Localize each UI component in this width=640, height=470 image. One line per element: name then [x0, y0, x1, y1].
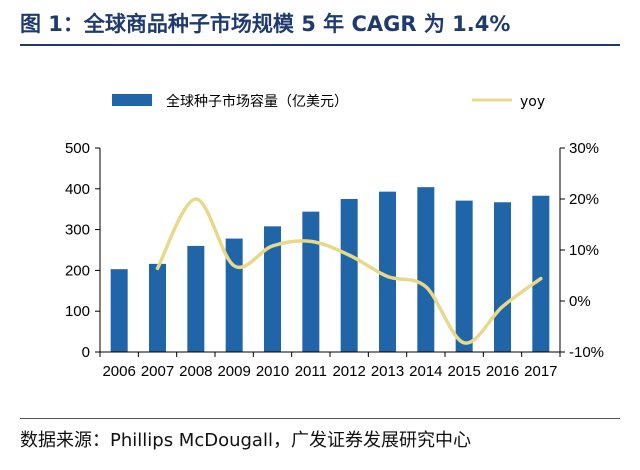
bar-2008: [187, 245, 205, 352]
yoy-point-2013: [386, 275, 389, 279]
bar-2007: [149, 263, 166, 352]
left-tick-label-100: 100: [65, 303, 90, 320]
yoy-line: [155, 197, 543, 345]
yoy-point-2007: [156, 266, 159, 270]
x-tick-label-2017: 2017: [524, 363, 557, 380]
bar-2015: [455, 200, 473, 352]
yoy-point-2015: [462, 341, 466, 345]
x-tick-label-2015: 2015: [447, 363, 480, 380]
bar-2014: [417, 187, 435, 352]
right-tick-label-30%: 30%: [569, 140, 599, 157]
yoy-point-2008: [194, 197, 198, 201]
left-tick-label-400: 400: [65, 181, 90, 198]
right-axis-ticks: -10% 0% 10% 20% 30%: [560, 140, 604, 361]
x-tick-label-2013: 2013: [371, 363, 404, 380]
left-tick-label-300: 300: [65, 222, 90, 239]
x-tick-label-2006: 2006: [102, 363, 135, 380]
x-tick-label-2011: 2011: [295, 363, 327, 380]
source-note: 数据来源：Phillips McDougall，广发证券发展研究中心: [20, 430, 471, 451]
left-tick-label-500: 500: [65, 140, 90, 157]
yoy-point-2014: [424, 285, 428, 289]
right-tick-label-20%: 20%: [569, 191, 599, 208]
yoy-point-2012: [347, 253, 351, 257]
combo-chart: 全球种子市场容量（亿美元） yoy 0 100 200 300 400 500 -10% 0…: [65, 93, 604, 380]
yoy-line-series: [155, 197, 543, 345]
legend-bar-label: 全球种子市场容量（亿美元）: [166, 93, 348, 110]
legend-bar-swatch: [112, 94, 152, 106]
bar-2006: [110, 269, 128, 352]
yoy-point-2010: [271, 244, 274, 248]
yoy-point-2017: [539, 277, 543, 281]
right-tick-label--10%: -10%: [569, 344, 604, 361]
x-tick-label-2010: 2010: [256, 363, 289, 380]
x-tick-label-2009: 2009: [217, 363, 250, 380]
legend: 全球种子市场容量（亿美元） yoy: [112, 93, 545, 110]
title-rule: [20, 44, 620, 46]
yoy-point-2016: [501, 305, 504, 309]
yoy-point-2009: [232, 264, 236, 268]
left-axis-ticks: 0 100 200 300 400 500: [65, 140, 100, 361]
left-tick-label-200: 200: [65, 262, 90, 279]
right-tick-label-10%: 10%: [569, 242, 599, 259]
x-tick-label-2007: 2007: [141, 363, 174, 380]
right-tick-label-0%: 0%: [569, 293, 591, 310]
legend-line-label: yoy: [520, 94, 545, 110]
bar-2013: [379, 191, 396, 352]
bar-2010: [264, 226, 281, 352]
figure-title: 图 1：全球商品种子市场规模 5 年 CAGR 为 1.4%: [20, 12, 511, 36]
left-tick-label-0: 0: [82, 344, 90, 361]
x-axis-ticks: 2006 2007 2008 2009 2010 2011 2012 2013 2014 2015…: [99, 352, 561, 380]
bar-2011: [302, 211, 320, 352]
x-tick-label-2014: 2014: [409, 363, 442, 380]
source-rule: [20, 418, 620, 419]
bar-2012: [340, 199, 358, 352]
bar-2016: [494, 202, 511, 352]
x-tick-label-2008: 2008: [179, 363, 212, 380]
bar-2017: [532, 195, 550, 352]
yoy-point-2011: [309, 239, 313, 243]
x-tick-label-2012: 2012: [332, 363, 365, 380]
x-tick-label-2016: 2016: [486, 363, 519, 380]
